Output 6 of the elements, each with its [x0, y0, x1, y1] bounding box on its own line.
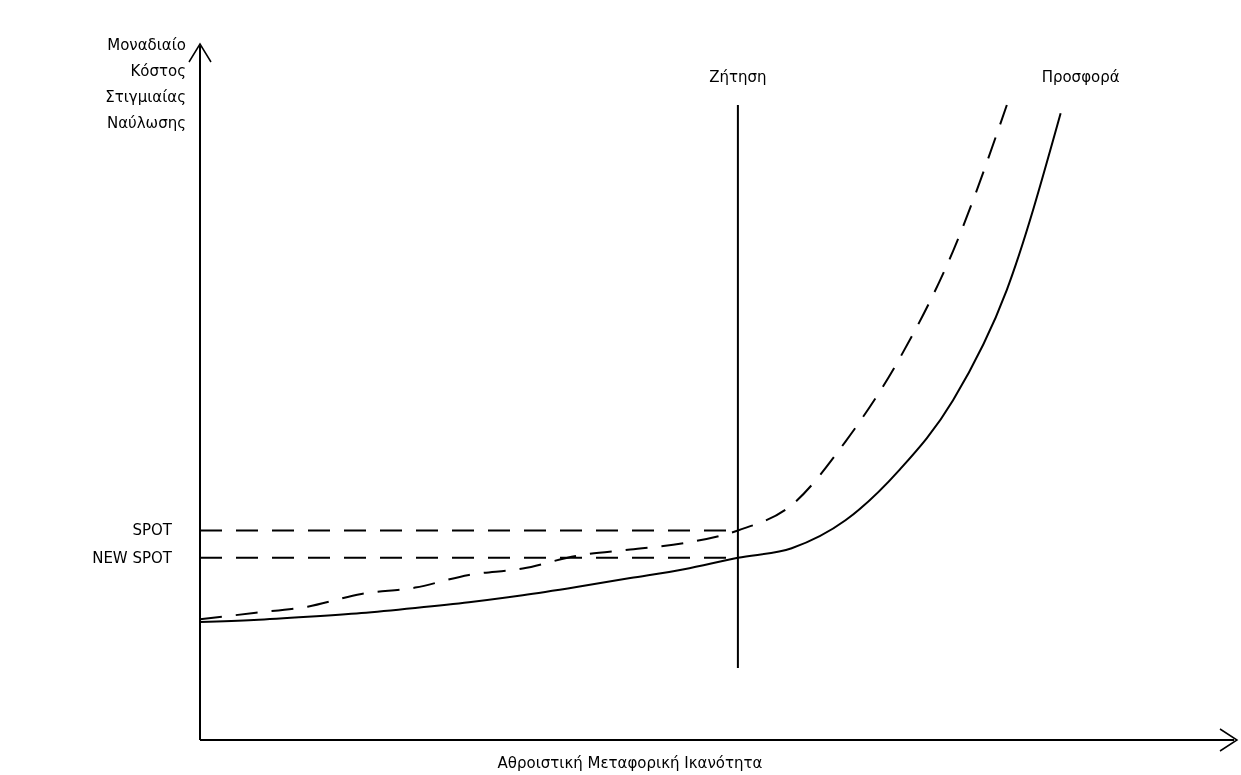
y-axis-title: Μοναδιαίο Κόστος Στιγμιαίας Ναύλωσης	[105, 36, 186, 132]
text: Προσφορά	[1041, 68, 1120, 86]
x-axis-title: Αθροιστική Μεταφορική Ικανότητα	[497, 754, 763, 772]
ref-line-label: SPOT	[132, 521, 173, 540]
ref-line-label: NEW SPOT	[92, 548, 173, 567]
text: Ζήτηση	[709, 68, 767, 86]
